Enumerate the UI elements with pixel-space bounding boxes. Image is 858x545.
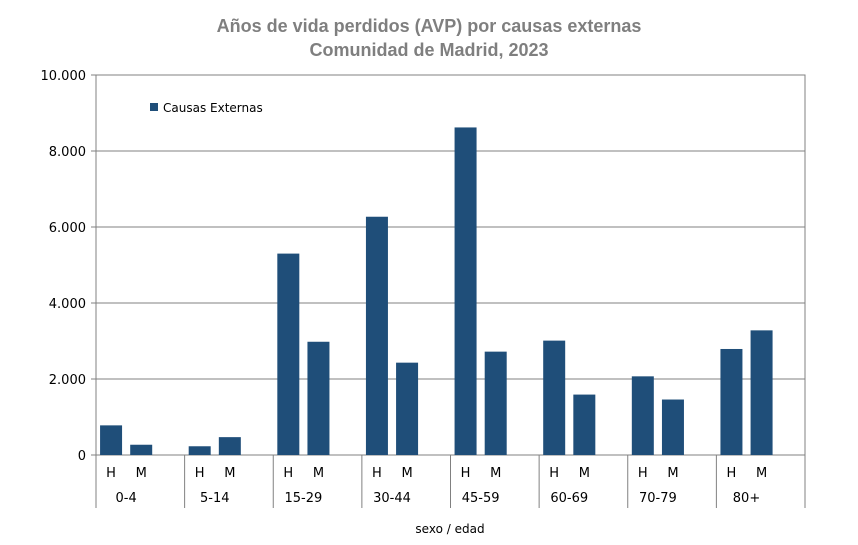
chart-subtitle: Comunidad de Madrid, 2023 [309, 40, 549, 60]
x-group-label: 80+ [733, 491, 760, 506]
x-sex-label: H [106, 466, 116, 481]
y-tick-label: 0 [78, 449, 86, 464]
y-tick-label: 10.000 [41, 69, 87, 84]
legend-label: Causas Externas [163, 101, 263, 115]
x-sex-label: M [756, 466, 767, 481]
x-group-label: 5-14 [200, 491, 230, 506]
bar [720, 348, 743, 455]
bar [543, 340, 566, 455]
x-group-label: 0-4 [116, 491, 137, 506]
bar [454, 127, 477, 455]
gridlines [95, 74, 806, 456]
bar [573, 394, 596, 455]
bar [484, 351, 507, 455]
x-sex-label: M [490, 466, 501, 481]
bar [750, 330, 773, 455]
x-sex-label: M [667, 466, 678, 481]
bar [307, 341, 330, 455]
bars [100, 127, 773, 455]
x-axis-table: H M0-4H M5-14H M15-29H M30-44H M45-59H M60-69H… [95, 455, 806, 508]
x-sex-label: M [313, 466, 324, 481]
y-tick-label: 6.000 [49, 221, 86, 236]
x-group-label: 70-79 [639, 491, 677, 506]
y-tick-label: 8.000 [49, 145, 86, 160]
x-sex-label: H [461, 466, 471, 481]
bar [365, 216, 388, 455]
bar [100, 425, 123, 455]
x-sex-label: H [195, 466, 205, 481]
x-group-label: 30-44 [373, 491, 411, 506]
bar [661, 399, 684, 455]
legend: Causas Externas [150, 101, 263, 115]
x-group-label: 60-69 [550, 491, 588, 506]
bar [130, 444, 153, 455]
x-sex-label: M [224, 466, 235, 481]
x-group-label: 45-59 [462, 491, 500, 506]
y-tick-label: 2.000 [49, 373, 86, 388]
bar [188, 446, 211, 455]
legend-swatch [150, 103, 158, 111]
x-sex-label: H [283, 466, 293, 481]
chart-title: Años de vida perdidos (AVP) por causas e… [216, 16, 642, 36]
x-sex-label: H [727, 466, 737, 481]
x-sex-label: H [638, 466, 648, 481]
bar [218, 437, 241, 455]
bar [396, 362, 419, 455]
bar [631, 376, 654, 455]
bar [277, 253, 300, 455]
x-sex-label: H [549, 466, 559, 481]
plot-area-border [95, 74, 806, 456]
x-sex-label: H [372, 466, 382, 481]
x-sex-label: M [136, 466, 147, 481]
x-group-label: 15-29 [284, 491, 322, 506]
y-axis-ticks: 0 2.000 4.000 6.000 8.000 10.000 [41, 69, 96, 464]
x-sex-label: M [401, 466, 412, 481]
x-axis-label: sexo / edad [415, 522, 484, 536]
y-tick-label: 4.000 [49, 297, 86, 312]
x-sex-label: M [579, 466, 590, 481]
